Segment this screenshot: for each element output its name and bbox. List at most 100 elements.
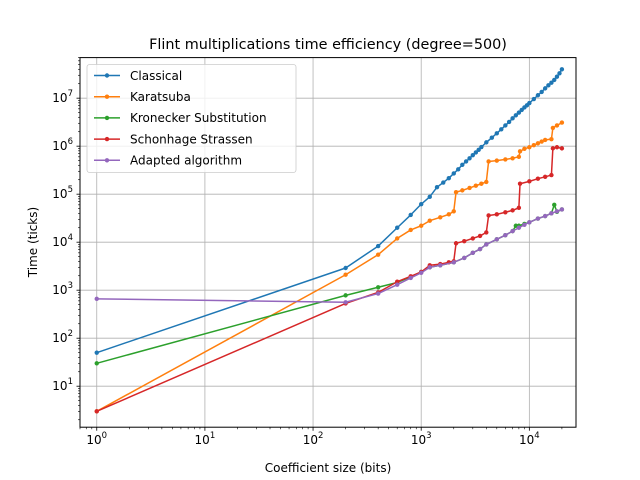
data-point-classical <box>527 100 532 106</box>
data-point-adapted-algorithm <box>503 232 508 238</box>
data-point-schonhage-strassen <box>550 146 556 151</box>
data-point-classical <box>427 194 432 200</box>
data-point-adapted-algorithm <box>510 228 515 234</box>
data-point-adapted-algorithm <box>438 263 443 268</box>
data-point-classical <box>473 150 479 155</box>
data-point-karatsuba <box>516 154 522 160</box>
data-point-adapted-algorithm <box>522 222 527 228</box>
series-layer <box>94 67 565 414</box>
y-tick-label: 103 <box>52 281 73 297</box>
y-tick-label: 102 <box>52 329 73 345</box>
data-point-karatsuba <box>522 146 527 152</box>
data-point-classical <box>395 225 400 230</box>
data-point-adapted-algorithm <box>470 250 475 256</box>
data-point-kronecker-substitution <box>343 293 348 298</box>
x-tick-label: 104 <box>519 431 540 447</box>
data-point-karatsuba <box>451 209 456 214</box>
data-point-classical <box>451 171 456 176</box>
data-point-karatsuba <box>486 159 491 164</box>
data-point-schonhage-strassen <box>516 205 522 211</box>
legend-label-schonhage-strassen: Schonhage Strassen <box>130 132 253 146</box>
data-point-classical <box>418 201 424 207</box>
data-point-karatsuba <box>535 141 541 146</box>
legend-box <box>86 64 297 173</box>
data-point-classical <box>494 131 499 136</box>
data-point-classical <box>549 80 554 85</box>
data-point-karatsuba <box>527 145 532 150</box>
x-axis-ticks: 100 101 102 103 104 <box>79 427 563 447</box>
data-point-adapted-algorithm <box>462 255 467 261</box>
data-point-schonhage-strassen <box>510 208 515 213</box>
data-point-karatsuba <box>467 185 472 191</box>
data-point-schonhage-strassen <box>462 238 467 244</box>
data-point-karatsuba <box>549 136 554 142</box>
data-point-karatsuba <box>539 139 544 144</box>
data-point-classical <box>554 74 560 79</box>
data-point-karatsuba <box>554 123 560 128</box>
data-point-classical <box>531 96 537 102</box>
data-point-classical <box>516 110 522 115</box>
data-point-adapted-algorithm <box>343 300 348 305</box>
data-point-classical <box>510 116 515 121</box>
data-point-schonhage-strassen <box>535 176 541 181</box>
data-point-classical <box>506 119 512 125</box>
data-point-classical <box>343 265 348 271</box>
data-point-schonhage-strassen <box>477 233 483 239</box>
data-point-karatsuba <box>438 215 443 220</box>
data-point-adapted-algorithm <box>477 246 483 252</box>
data-point-classical <box>467 156 472 161</box>
data-point-classical <box>535 93 541 98</box>
data-point-classical <box>375 243 381 249</box>
grid <box>80 57 576 428</box>
data-point-schonhage-strassen <box>527 179 532 184</box>
data-point-karatsuba <box>503 157 508 162</box>
legend: Classical Karatsuba Kronecker Substitution… <box>86 64 297 173</box>
data-point-classical <box>463 159 469 164</box>
y-axis-ticks: 101 102 103 104 105 106 107 <box>52 57 80 421</box>
data-point-classical <box>476 147 481 153</box>
data-point-schonhage-strassen <box>484 230 489 235</box>
data-point-karatsuba <box>427 218 432 223</box>
chart-title: Flint multiplications time efficiency (d… <box>149 37 507 53</box>
legend-marker-classical <box>104 73 110 78</box>
x-tick-label: 102 <box>303 431 324 447</box>
data-point-karatsuba <box>510 156 515 161</box>
data-point-kronecker-substitution <box>375 285 381 290</box>
y-axis-label: Time (ticks) <box>26 207 40 278</box>
data-point-karatsuba <box>408 227 413 233</box>
y-tick-label: 101 <box>52 377 73 393</box>
data-point-adapted-algorithm <box>559 207 565 212</box>
data-point-karatsuba <box>494 158 499 163</box>
data-point-karatsuba <box>395 236 400 241</box>
data-point-classical <box>503 123 508 128</box>
data-point-classical <box>441 180 446 185</box>
data-point-schonhage-strassen <box>554 145 560 150</box>
data-point-karatsuba <box>473 183 479 188</box>
data-point-adapted-algorithm <box>418 270 424 276</box>
data-point-classical <box>434 184 440 190</box>
data-point-adapted-algorithm <box>408 275 413 281</box>
legend-label-adapted-algorithm: Adapted algorithm <box>130 154 242 168</box>
data-point-adapted-algorithm <box>427 265 432 270</box>
data-point-classical <box>408 212 413 218</box>
data-point-adapted-algorithm <box>527 220 532 225</box>
data-point-schonhage-strassen <box>494 212 499 217</box>
data-point-karatsuba <box>418 223 424 228</box>
legend-marker-karatsuba <box>104 94 110 99</box>
x-axis-label: Coefficient size (bits) <box>265 461 392 475</box>
data-point-karatsuba <box>542 137 548 143</box>
data-point-classical <box>546 83 551 88</box>
legend-marker-schonhage-strassen <box>104 136 110 142</box>
data-point-classical <box>552 77 557 83</box>
data-point-karatsuba <box>343 272 348 277</box>
legend-label-karatsuba: Karatsuba <box>130 90 191 104</box>
data-point-karatsuba <box>550 125 556 131</box>
data-point-classical <box>470 152 475 158</box>
data-point-classical <box>460 162 465 167</box>
data-point-classical <box>479 144 484 150</box>
data-point-classical <box>557 71 562 76</box>
data-point-classical <box>513 113 519 118</box>
data-point-classical <box>484 140 489 145</box>
data-point-adapted-algorithm <box>375 291 381 296</box>
